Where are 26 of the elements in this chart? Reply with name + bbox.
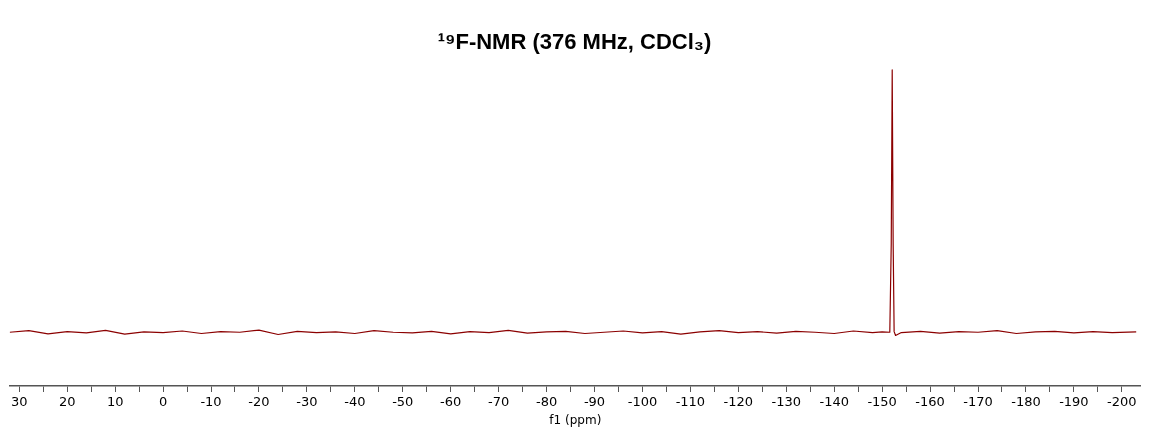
x-tick-label: -170 [963, 394, 993, 410]
x-tick-label: 0 [158, 394, 168, 410]
x-tick-label: -80 [535, 394, 558, 410]
x-tick-label: -160 [915, 394, 945, 410]
x-tick-label: -30 [296, 394, 318, 410]
x-axis-title: f1 (ppm) [549, 412, 602, 427]
x-tick-label: 20 [58, 394, 76, 410]
x-tick-label: -110 [675, 394, 706, 410]
x-tick-label: -150 [867, 394, 897, 410]
x-tick-label: -200 [1107, 394, 1137, 410]
x-tick-label: -90 [583, 394, 606, 410]
x-tick-label: -40 [344, 394, 366, 410]
x-tick-label: -50 [392, 394, 414, 410]
x-tick-label: -120 [723, 394, 754, 410]
x-tick-label: -180 [1011, 394, 1041, 410]
chart-title: ¹⁹F-NMR (376 MHz, CDCl₃) [437, 29, 712, 55]
x-tick-label: 10 [106, 394, 124, 410]
x-tick-label: -20 [248, 394, 270, 410]
x-tick-label: -60 [440, 394, 462, 410]
x-tick-label: 30 [11, 394, 28, 410]
x-tick-label: -100 [627, 394, 658, 410]
x-tick-label: -140 [819, 394, 849, 410]
x-tick-label: -70 [488, 394, 510, 410]
x-tick-label: -10 [200, 394, 222, 410]
x-tick-label: -190 [1059, 394, 1089, 410]
x-tick-label: -130 [771, 394, 802, 410]
